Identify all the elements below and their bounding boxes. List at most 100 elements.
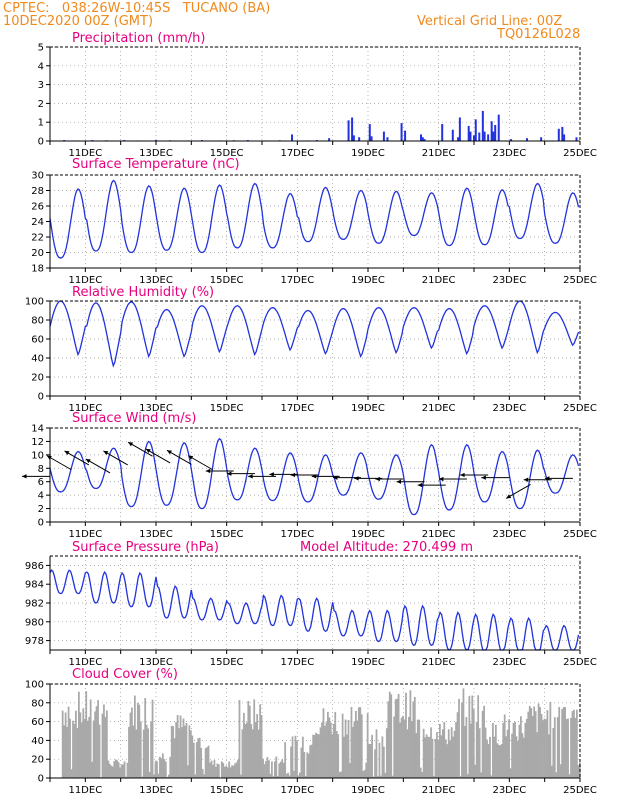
- cloud-bar: [163, 759, 166, 778]
- wind-arrow-head: [481, 475, 486, 480]
- cloud-bar: [256, 714, 259, 778]
- cloud-bar: [315, 732, 317, 778]
- cloud-bar: [129, 712, 132, 778]
- cloud-bar: [528, 705, 531, 778]
- header-date: 10DEC2020 00Z (GMT): [3, 14, 154, 29]
- cloud-bar: [536, 732, 538, 778]
- y-tick-label: 2: [38, 99, 44, 110]
- y-tick-label: 80: [31, 316, 44, 327]
- x-tick-label: 21DEC: [422, 148, 456, 159]
- cloud-bar: [363, 769, 366, 778]
- cloud-bar: [549, 701, 552, 778]
- press-title: Surface Pressure (hPa): [72, 540, 219, 555]
- cloud-bar: [446, 744, 449, 778]
- cloud-bar: [139, 721, 142, 778]
- cloud-bar: [108, 763, 111, 778]
- cloud-bar: [511, 733, 513, 778]
- cloud-bar: [464, 726, 466, 778]
- cloud-bar: [240, 774, 242, 778]
- x-tick-label: 23DEC: [492, 403, 526, 414]
- cloud-bar: [182, 718, 185, 778]
- cloud-bar: [433, 775, 435, 778]
- x-tick-label: 25DEC: [563, 148, 597, 159]
- wind-arrow-head: [269, 472, 274, 477]
- cloud-bar: [406, 729, 409, 778]
- cloud-bar: [399, 722, 401, 778]
- cloud-bar: [91, 761, 94, 778]
- cloud-bar: [293, 770, 295, 778]
- cloud-bar: [408, 716, 410, 778]
- cloud-bar: [493, 736, 496, 778]
- y-tick-label: 4: [38, 491, 44, 502]
- precip-bar: [457, 137, 460, 141]
- cloud-bar: [95, 706, 98, 778]
- cloud-bar: [166, 776, 169, 778]
- cloud-bar: [79, 712, 82, 778]
- cloud-bar: [238, 700, 241, 778]
- cloud-bar: [105, 710, 108, 778]
- cloud-bar: [522, 737, 525, 778]
- cloud-bar: [294, 735, 297, 778]
- cloud-bar: [119, 767, 122, 778]
- cloud-bar: [405, 692, 407, 778]
- cloud-bar: [357, 707, 360, 778]
- x-tick-label: 15DEC: [210, 657, 244, 668]
- cloud-bar: [251, 729, 254, 778]
- cloud-bar: [481, 710, 484, 778]
- cloud-bar: [441, 729, 444, 778]
- cloud-bar: [253, 699, 256, 778]
- cloud-bar: [412, 701, 415, 778]
- y-tick-label: 0: [38, 137, 44, 148]
- wind-arrow: [438, 476, 467, 482]
- cloud-bar: [157, 773, 160, 778]
- wind-arrow-head: [544, 476, 550, 481]
- cloud-bar: [546, 710, 549, 778]
- y-tick-label: 18: [31, 264, 44, 275]
- cloud-bar: [244, 724, 247, 778]
- cloud-bar: [494, 724, 497, 778]
- cloud-bar: [279, 761, 282, 778]
- precip-bar: [563, 134, 566, 141]
- x-tick-label: 19DEC: [351, 275, 385, 286]
- cloud-bar: [248, 705, 251, 778]
- cloud-bar: [415, 733, 418, 778]
- cloud-bar: [469, 723, 472, 778]
- cloud-bar: [402, 715, 404, 778]
- wind-arrow-head: [188, 455, 194, 460]
- y-tick-label: 24: [31, 217, 44, 228]
- wind-arrow: [544, 476, 573, 481]
- temp-panel: Surface Temperature (nC) 18 20 22 24 26 28 30 11…: [31, 157, 597, 286]
- cloud-bar: [521, 733, 524, 778]
- wind-arrow-head: [290, 472, 296, 478]
- x-tick-label: 13DEC: [139, 275, 173, 286]
- cloud-bar: [497, 744, 500, 778]
- y-tick-label: 6: [38, 477, 44, 488]
- y-tick-label: 20: [31, 248, 44, 259]
- wind-arrow: [311, 474, 340, 479]
- x-tick-label: 25DEC: [563, 275, 597, 286]
- cloud-bar: [114, 759, 117, 778]
- cloud-bar: [212, 764, 214, 778]
- y-tick-label: 80: [31, 698, 44, 709]
- cloud-bar: [161, 753, 164, 778]
- cloud-bar: [234, 763, 236, 778]
- cloud-bar: [241, 729, 244, 778]
- precip-bar: [347, 120, 350, 141]
- cloud-bar: [444, 739, 447, 778]
- cloud-bar: [565, 718, 568, 778]
- cloud-bar: [225, 765, 228, 778]
- wind-arrow-head: [226, 471, 232, 476]
- cloud-bar: [505, 736, 508, 778]
- y-tick-label: 986: [25, 561, 44, 572]
- cloud-bar: [111, 766, 114, 778]
- cloud-bar: [156, 761, 158, 778]
- cloud-bar: [334, 711, 337, 778]
- cloud-bar: [534, 711, 537, 778]
- cloud-bar: [335, 731, 338, 778]
- y-tick-label: 0: [38, 518, 44, 529]
- cloud-bar: [539, 707, 541, 778]
- wind-arrow-head: [375, 476, 380, 482]
- cloud-bar: [203, 774, 206, 778]
- cloud-bar: [316, 733, 319, 778]
- cloud-bar: [86, 720, 89, 778]
